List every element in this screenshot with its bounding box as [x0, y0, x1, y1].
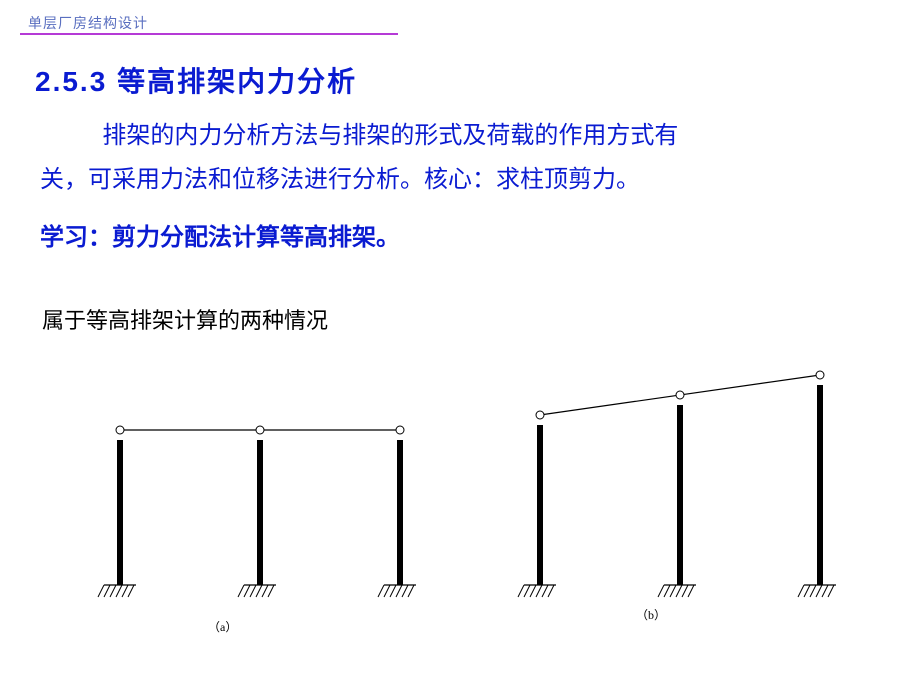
- paragraph-line-1: 排架的内力分析方法与排架的形式及荷载的作用方式有: [102, 122, 678, 149]
- frame-diagrams-svg: [0, 355, 920, 655]
- section-heading: 等高排架内力分析: [117, 66, 357, 97]
- diagrams: （a） （b）: [0, 355, 920, 655]
- learn-line: 学习：剪力分配法计算等高排架。: [40, 217, 400, 252]
- header-underline: [20, 33, 398, 35]
- figure-a-label: （a）: [208, 618, 237, 635]
- section-title: 2.5.3 等高排架内力分析: [35, 60, 357, 100]
- cases-line: 属于等高排架计算的两种情况: [42, 303, 328, 335]
- slide-header: 单层厂房结构设计: [28, 13, 148, 33]
- paragraph-line-2: 关，可采用力法和位移法进行分析。核心：求柱顶剪力。: [40, 166, 640, 193]
- section-number: 2.5.3: [35, 66, 107, 97]
- paragraph: 排架的内力分析方法与排架的形式及荷载的作用方式有 关，可采用力法和位移法进行分析…: [40, 114, 870, 202]
- figure-b-label: （b）: [636, 606, 666, 623]
